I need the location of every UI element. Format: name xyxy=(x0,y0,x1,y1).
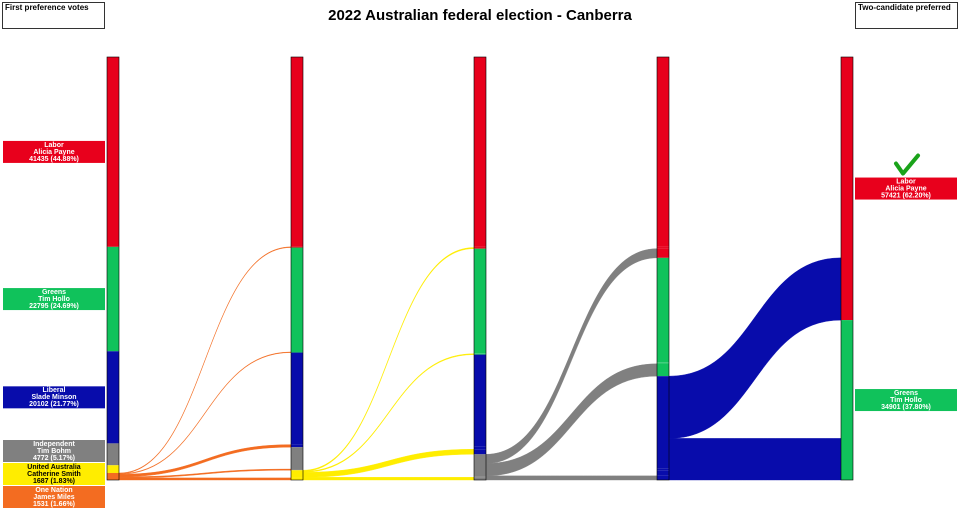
candidate-label: Catherine Smith xyxy=(27,471,81,478)
candidate-label: Slade Minson xyxy=(31,394,76,401)
bar-segment xyxy=(291,470,303,478)
party-label: Labor xyxy=(896,178,916,185)
value-label: 22795 (24.69%) xyxy=(29,303,79,310)
label-box xyxy=(3,486,105,508)
value-label: 4772 (5.17%) xyxy=(33,455,75,462)
label-box xyxy=(3,463,105,485)
value-label: 57421 (62.20%) xyxy=(881,192,931,199)
bar-segment xyxy=(107,57,119,247)
value-label: 1687 (1.83%) xyxy=(33,478,75,485)
bar-segment xyxy=(474,246,486,248)
bar-segment xyxy=(474,353,486,354)
chart-title: 2022 Australian federal election - Canbe… xyxy=(328,7,632,24)
bar-segment xyxy=(841,320,853,480)
candidate-label: Tim Bohm xyxy=(37,448,71,455)
bar-segment xyxy=(474,354,486,447)
value-label: 41435 (44.88%) xyxy=(29,156,79,163)
candidate-label: Alicia Payne xyxy=(885,185,926,192)
flow xyxy=(118,477,292,481)
column-outline xyxy=(290,56,304,481)
flow xyxy=(668,438,842,481)
bar-segment xyxy=(107,472,119,480)
label-box xyxy=(3,140,105,163)
value-label: 34901 (37.80%) xyxy=(881,404,931,411)
bar-segment xyxy=(107,246,119,352)
left-heading: First preference votes xyxy=(5,3,89,12)
bar-segment xyxy=(474,454,486,477)
bar-segment xyxy=(474,476,486,478)
bar-segment xyxy=(107,443,119,466)
value-label: 20102 (21.77%) xyxy=(29,401,79,408)
bar-segment xyxy=(291,352,303,445)
label-box xyxy=(3,440,105,462)
column-outline xyxy=(840,56,854,481)
flow xyxy=(302,477,475,481)
bar-segment xyxy=(291,57,303,247)
value-label: 1531 (1.66%) xyxy=(33,501,75,508)
bar-segment xyxy=(291,469,303,471)
candidate-label: Tim Hollo xyxy=(38,296,70,303)
bar-segment xyxy=(291,351,303,353)
party-label: Labor xyxy=(44,142,64,149)
label-box xyxy=(855,177,957,200)
party-label: United Australia xyxy=(27,464,81,471)
label-box xyxy=(3,386,105,409)
party-label: Liberal xyxy=(43,387,66,394)
bar-segment xyxy=(657,248,669,258)
bar-segment xyxy=(474,248,486,354)
bar-segment xyxy=(657,362,669,363)
flow xyxy=(485,475,658,481)
column-outline xyxy=(473,56,487,481)
bar-segment xyxy=(657,470,669,476)
party-label: One Nation xyxy=(35,487,72,494)
heading-box xyxy=(2,2,105,29)
label-box xyxy=(855,389,957,412)
bar-segment xyxy=(657,247,669,249)
bar-segment xyxy=(474,353,486,355)
bar-segment xyxy=(291,247,303,352)
bar-segment xyxy=(657,246,669,248)
bar-segment xyxy=(657,475,669,480)
bar-segment xyxy=(657,257,669,363)
bar-segment xyxy=(841,57,853,321)
candidate-label: Alicia Payne xyxy=(33,149,74,156)
column-outline xyxy=(656,56,670,481)
party-label: Independent xyxy=(33,441,75,448)
bar-segment xyxy=(657,468,669,471)
winner-check xyxy=(894,153,920,176)
bar-segment xyxy=(291,246,303,248)
column-outline xyxy=(106,56,120,481)
bar-segment xyxy=(657,376,669,469)
bar-segment xyxy=(107,465,119,473)
bar-segment xyxy=(474,57,486,247)
bar-segment xyxy=(474,446,486,450)
party-label: Greens xyxy=(42,289,66,296)
bar-segment xyxy=(474,449,486,455)
bar-segment xyxy=(291,447,303,470)
label-box xyxy=(3,288,105,311)
candidate-label: Tim Hollo xyxy=(890,397,922,404)
bar-segment xyxy=(291,444,303,448)
bar-segment xyxy=(474,477,486,480)
bar-segment xyxy=(657,363,669,377)
bar-segment xyxy=(291,477,303,480)
bar-segment xyxy=(657,57,669,247)
candidate-label: James Miles xyxy=(33,494,74,501)
bar-segment xyxy=(474,247,486,249)
bar-segment xyxy=(657,362,669,364)
heading-box xyxy=(855,2,958,29)
columns xyxy=(106,56,854,481)
party-label: Greens xyxy=(894,390,918,397)
bar-segment xyxy=(107,351,119,444)
right-heading: Two-candidate preferred xyxy=(858,3,951,12)
